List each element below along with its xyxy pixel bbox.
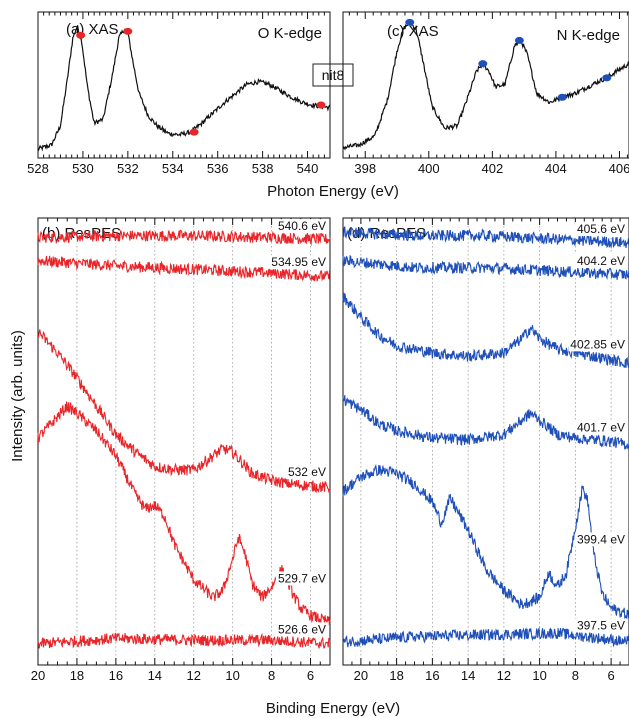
excitation-marker-4	[316, 101, 326, 109]
panel-c-title: (c) XAS	[387, 23, 439, 40]
tick-label-540: 540	[297, 161, 319, 176]
tick-label-10: 10	[225, 668, 239, 683]
respes-trace-3	[37, 329, 331, 494]
tick-label-402: 402	[482, 161, 504, 176]
trace-label-1: 540.6 eV	[278, 219, 326, 233]
panel-a-edge-label: O K-edge	[258, 25, 322, 42]
tick-label-538: 538	[252, 161, 274, 176]
tick-label-398: 398	[354, 161, 376, 176]
trace-label-bg-2	[574, 253, 627, 268]
tick-label-534: 534	[162, 161, 184, 176]
center-label: nit8	[322, 67, 345, 83]
tick-label-10: 10	[532, 668, 546, 683]
trace-label-bg-5	[275, 622, 328, 637]
excitation-marker-4	[557, 93, 567, 101]
tick-label-14: 14	[461, 668, 475, 683]
trace-label-5: 399.4 eV	[577, 532, 625, 546]
tick-label-406: 406	[609, 161, 629, 176]
photon-energy-axis-title: Photon Energy (eV)	[267, 183, 399, 200]
tick-label-532: 532	[117, 161, 139, 176]
y-axis-title: Intensity (arb. units)	[9, 330, 26, 462]
excitation-marker-5	[602, 74, 612, 82]
respes-trace-1	[342, 226, 629, 249]
trace-label-2: 404.2 eV	[577, 254, 625, 268]
panel-c-edge-label: N K-edge	[557, 27, 620, 44]
panel-c-xas-n-k-edge: 398 400 402 404 406 (c) XAS N K-edge	[342, 11, 629, 176]
trace-label-bg-1	[275, 219, 328, 234]
tick-label-404: 404	[545, 161, 567, 176]
trace-label-bg-4	[574, 420, 627, 435]
xas-spectrum-line	[342, 19, 629, 151]
respes-trace-2	[37, 255, 331, 282]
excitation-marker-2	[123, 27, 133, 35]
tick-label-6: 6	[608, 668, 615, 683]
trace-label-1: 405.6 eV	[577, 222, 625, 236]
panel-c-frame	[342, 11, 629, 159]
binding-energy-axis-title: Binding Energy (eV)	[266, 700, 400, 717]
respes-trace-5	[342, 464, 629, 620]
panel-b-frame	[37, 217, 331, 666]
respes-trace-2	[342, 254, 629, 280]
respes-trace-3	[342, 292, 629, 369]
tick-label-18: 18	[389, 668, 403, 683]
trace-label-bg-1	[574, 222, 627, 237]
tick-label-8: 8	[572, 668, 579, 683]
trace-label-4: 529.7 eV	[278, 572, 326, 586]
trace-label-bg-5	[574, 532, 627, 547]
excitation-marker-1	[76, 31, 86, 39]
tick-label-530: 530	[72, 161, 94, 176]
tick-label-8: 8	[268, 668, 275, 683]
tick-label-16: 16	[109, 668, 123, 683]
tick-label-400: 400	[418, 161, 440, 176]
trace-label-3: 402.85 eV	[570, 337, 625, 351]
excitation-marker-3	[514, 36, 524, 44]
tick-label-14: 14	[148, 668, 162, 683]
excitation-marker-3	[189, 128, 199, 136]
trace-label-bg-3	[568, 337, 627, 352]
trace-label-5: 526.6 eV	[278, 622, 326, 636]
panel-a-xas-o-k-edge: 528 530 532 534 536 538 540(a) XAS O K-edge	[27, 11, 331, 176]
trace-label-bg-6	[574, 618, 627, 633]
tick-label-12: 12	[497, 668, 511, 683]
respes-trace-4	[37, 401, 331, 626]
respes-trace-4	[342, 395, 629, 450]
respes-trace-5	[37, 632, 331, 649]
tick-label-20: 20	[354, 668, 368, 683]
tick-label-12: 12	[186, 668, 200, 683]
trace-label-bg-4	[275, 571, 328, 586]
tick-label-536: 536	[207, 161, 229, 176]
trace-label-6: 397.5 eV	[577, 619, 625, 633]
trace-label-bg-2	[269, 255, 328, 270]
excitation-marker-2	[478, 60, 488, 68]
trace-label-4: 401.7 eV	[577, 421, 625, 435]
excitation-marker-1	[405, 18, 415, 26]
trace-label-bg-3	[285, 465, 328, 480]
respes-trace-1	[37, 229, 331, 246]
respes-trace-6	[342, 626, 629, 648]
xas-spectrum-line	[37, 25, 331, 152]
tick-label-18: 18	[70, 668, 84, 683]
trace-label-3: 532 eV	[288, 465, 326, 479]
tick-label-16: 16	[425, 668, 439, 683]
tick-label-20: 20	[31, 668, 45, 683]
trace-label-2: 534.95 eV	[271, 255, 326, 269]
tick-label-528: 528	[27, 161, 49, 176]
tick-label-6: 6	[307, 668, 314, 683]
